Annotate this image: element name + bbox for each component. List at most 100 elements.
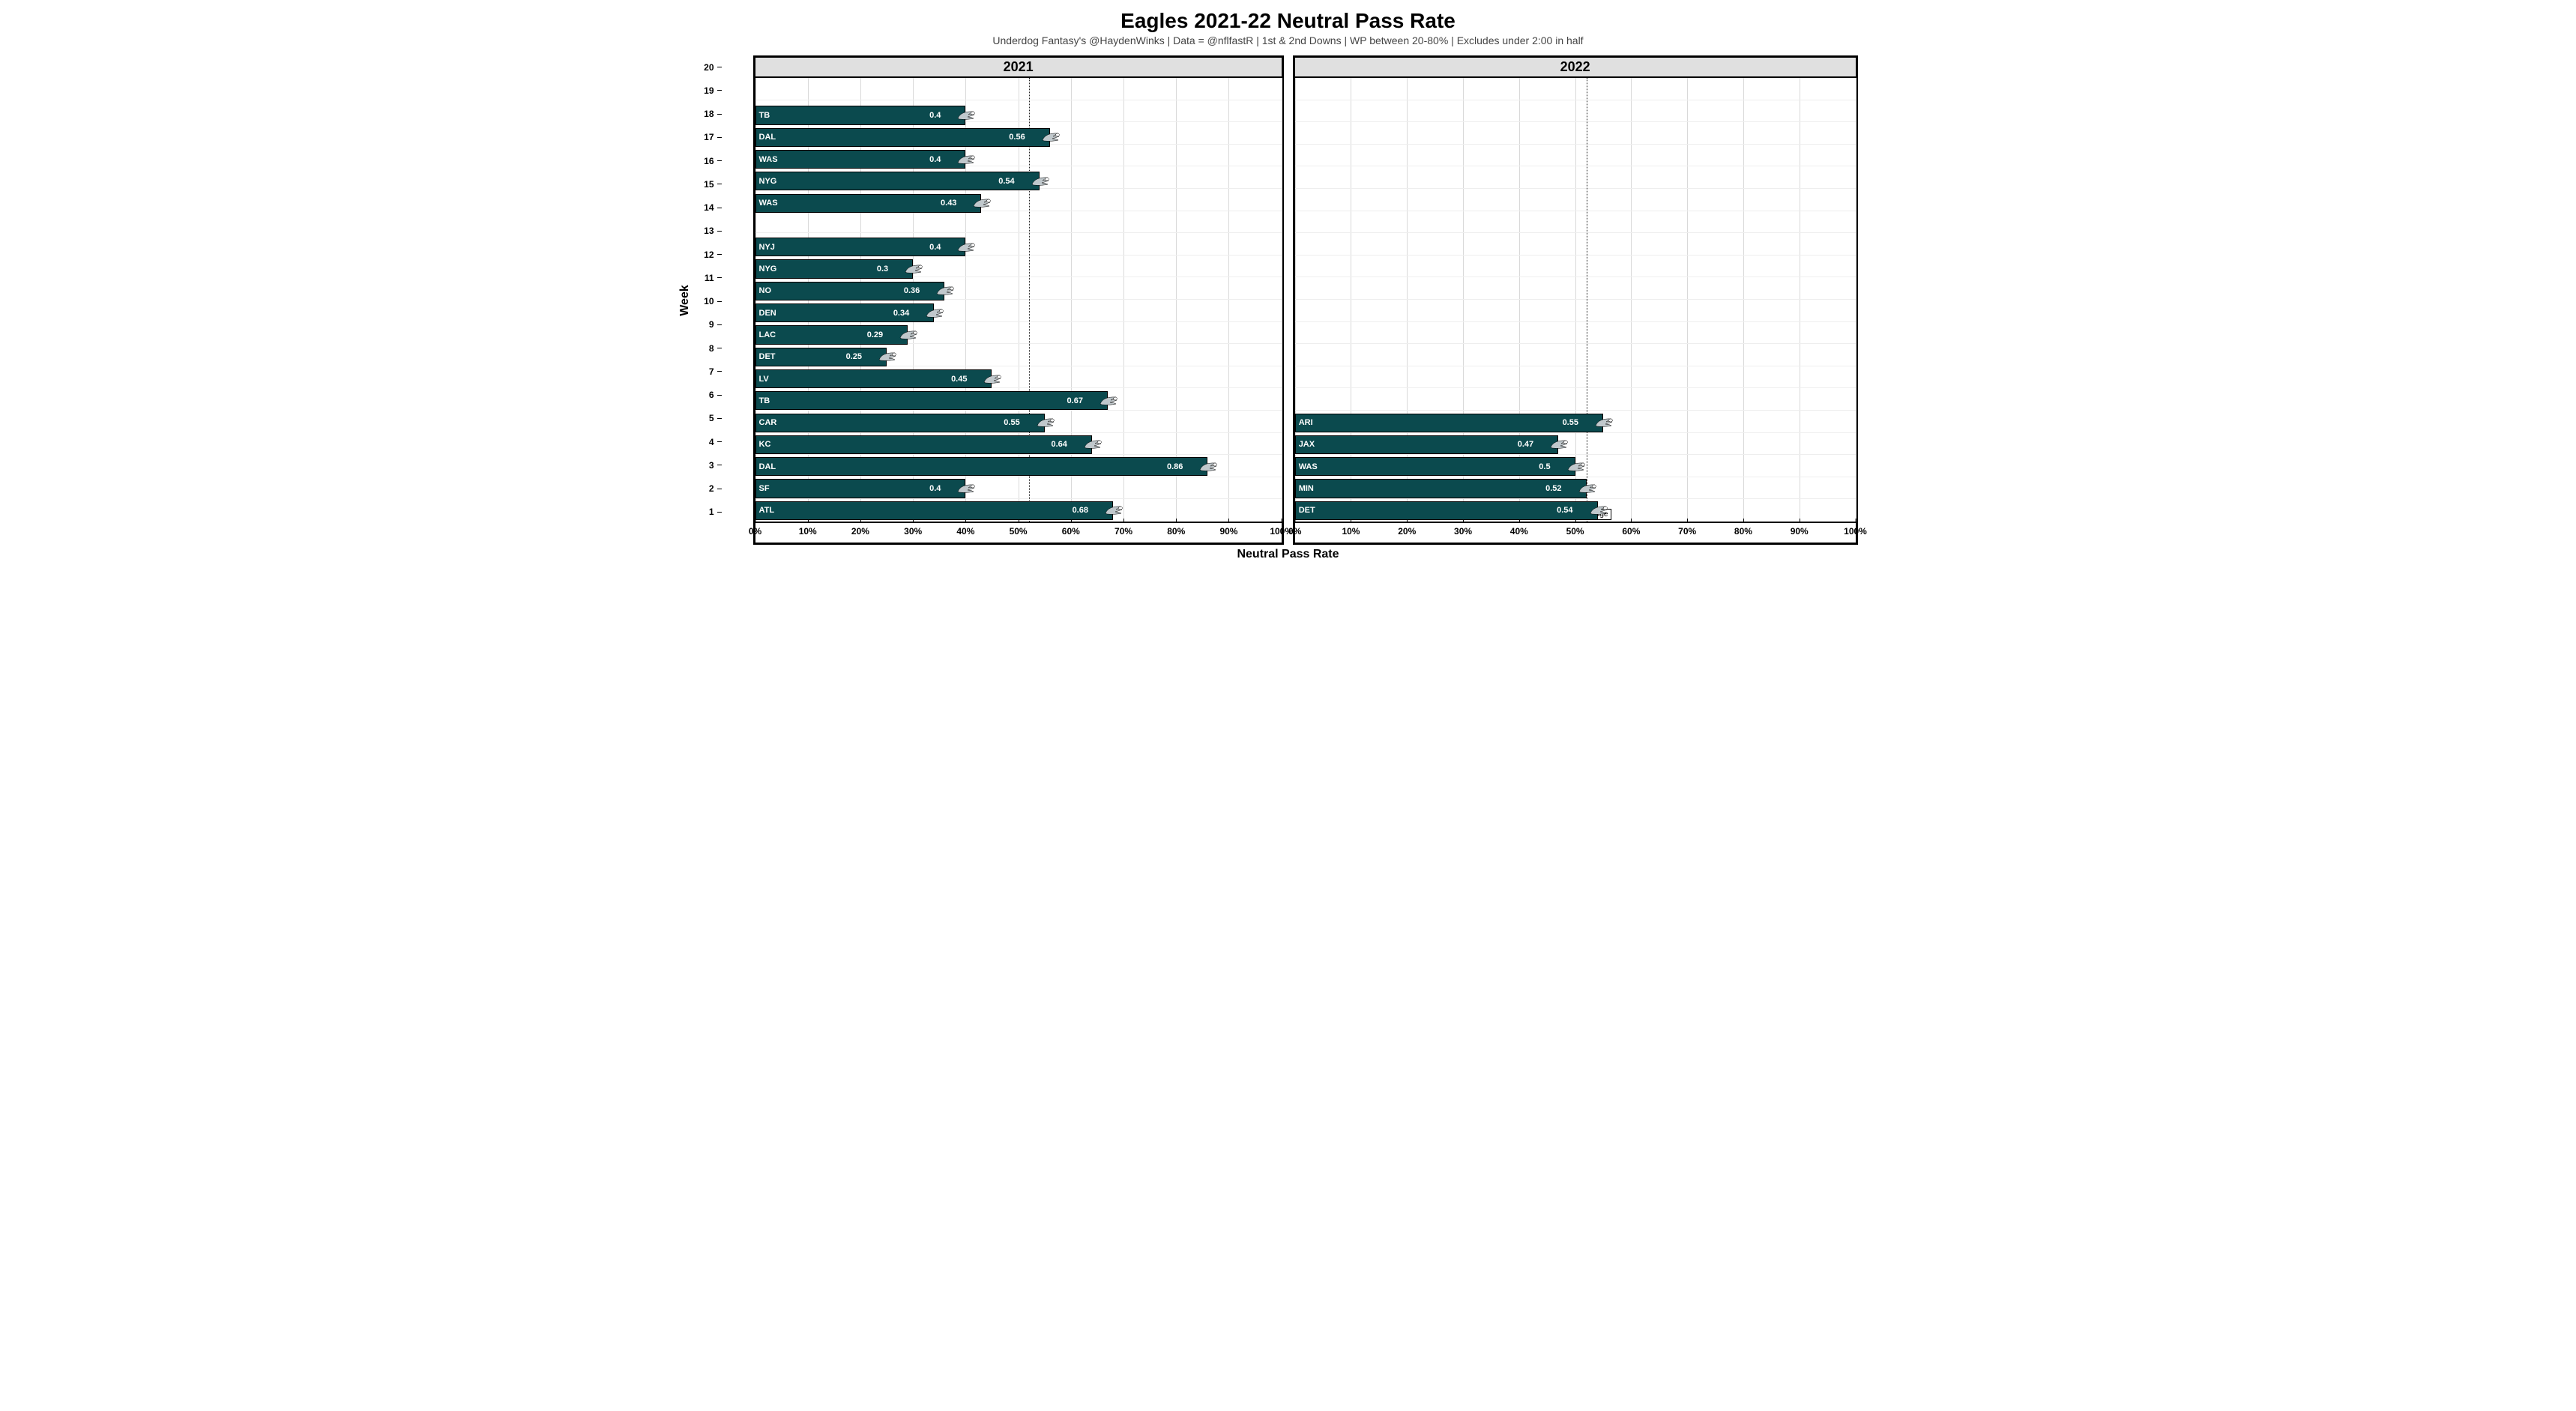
x-tick: 80%: [1734, 523, 1752, 537]
y-tick: 16: [689, 149, 716, 172]
bar-team-label: WAS: [759, 199, 778, 208]
chart-row: WAS0.4: [755, 148, 1282, 170]
bar: LV0.45: [755, 369, 992, 388]
bar-team-label: NYG: [759, 265, 777, 274]
bar-team-label: CAR: [759, 418, 777, 427]
y-tick: 5: [689, 407, 716, 430]
plot-body: NFL AverageDET0.54 MIN0.52 WAS0.5 JAX0.4…: [1295, 78, 1856, 543]
bar-team-label: DAL: [759, 133, 776, 142]
chart-row: DEN 0.34: [755, 302, 1282, 324]
bar-team-label: DEN: [759, 309, 776, 318]
eagles-logo-icon: [983, 372, 1001, 386]
bar-team-label: WAS: [1299, 462, 1318, 471]
chart-row: NYG 0.3: [755, 258, 1282, 280]
bar-team-label: NYJ: [759, 243, 775, 252]
eagles-logo-icon: [1084, 438, 1102, 451]
bar-team-label: DET: [1299, 506, 1315, 515]
bar-value-label: 0.55: [1563, 418, 1578, 427]
x-axis: 0%10%20%30%40%50%60%70%80%90%100%: [1295, 522, 1856, 543]
chart-row: NO 0.36: [755, 280, 1282, 302]
y-tick: 13: [689, 220, 716, 243]
chart-row: [1295, 280, 1856, 302]
x-tick: 0%: [1288, 523, 1301, 537]
bar: DEN 0.34: [755, 303, 935, 322]
eagles-logo-icon: [1595, 416, 1613, 429]
chart-row: [1295, 127, 1856, 148]
bar-value-label: 0.34: [893, 309, 909, 318]
chart-row: [1295, 193, 1856, 214]
plot-area: NFL AverageDET0.54 MIN0.52 WAS0.5 JAX0.4…: [1295, 78, 1856, 522]
bar: TB0.4: [755, 106, 966, 124]
y-tick: 2: [689, 477, 716, 501]
rows: DET0.54 MIN0.52 WAS0.5 JAX0.47 ARI0.55: [1295, 82, 1856, 522]
x-axis: 0%10%20%30%40%50%60%70%80%90%100%: [755, 522, 1282, 543]
eagles-logo-icon: [926, 306, 944, 320]
x-tick: 70%: [1114, 523, 1132, 537]
x-tick: 10%: [799, 523, 817, 537]
chart-row: [1295, 258, 1856, 280]
eagles-logo-icon: [905, 262, 923, 276]
y-tick: 6: [689, 384, 716, 407]
x-tick: 20%: [851, 523, 869, 537]
chart-row: [755, 82, 1282, 104]
bar: KC0.64: [755, 435, 1092, 454]
chart-row: [1295, 368, 1856, 390]
bar-team-label: LV: [759, 375, 769, 384]
y-tick: 14: [689, 196, 716, 220]
bar-value-label: 0.36: [904, 286, 920, 295]
bar-team-label: JAX: [1299, 440, 1315, 449]
chart-row: [1295, 82, 1856, 104]
x-tick: 90%: [1791, 523, 1809, 537]
bar: WAS0.4: [755, 150, 966, 169]
x-tick: 50%: [1010, 523, 1028, 537]
bar-value-label: 0.4: [929, 484, 941, 493]
chart-container: Eagles 2021-22 Neutral Pass Rate Underdo…: [719, 9, 1858, 561]
bar-value-label: 0.3: [877, 265, 888, 274]
chart-row: [1295, 346, 1856, 368]
chart-row: DAL0.86: [755, 456, 1282, 477]
eagles-logo-icon: [899, 328, 917, 342]
chart-row: [1295, 236, 1856, 258]
panel-header: 2022: [1295, 58, 1856, 78]
chart-row: [1295, 302, 1856, 324]
bar: MIN 0.52: [1295, 479, 1587, 498]
chart-row: [1295, 148, 1856, 170]
bar: LAC0.29: [755, 325, 908, 344]
x-tick: 40%: [956, 523, 974, 537]
bar-team-label: TB: [759, 396, 770, 405]
bar-value-label: 0.86: [1167, 462, 1183, 471]
bar-value-label: 0.25: [846, 352, 862, 361]
y-tick: 11: [689, 266, 716, 289]
eagles-logo-icon: [1042, 130, 1060, 144]
eagles-logo-icon: [957, 153, 975, 166]
bar-team-label: NO: [759, 286, 772, 295]
eagles-logo-icon: [878, 350, 896, 363]
bar-value-label: 0.54: [998, 177, 1014, 186]
chart-row: CAR0.55: [755, 412, 1282, 434]
y-tick: 15: [689, 172, 716, 196]
x-tick: 90%: [1219, 523, 1237, 537]
bar-team-label: KC: [759, 440, 771, 449]
chart-row: LAC0.29: [755, 324, 1282, 345]
bar: NYJ0.4: [755, 238, 966, 256]
x-tick: 30%: [1454, 523, 1472, 537]
x-axis-label: Neutral Pass Rate: [719, 548, 1858, 561]
chart-row: JAX0.47: [1295, 434, 1856, 456]
chart-title: Eagles 2021-22 Neutral Pass Rate: [719, 9, 1858, 33]
x-tick: 30%: [904, 523, 922, 537]
bar: DAL0.86: [755, 457, 1208, 476]
chart-row: WAS0.43: [755, 193, 1282, 214]
panel-row: 1234567891011121314151617181920Week2021N…: [719, 55, 1858, 545]
bar-value-label: 0.5: [1539, 462, 1550, 471]
eagles-logo-icon: [957, 482, 975, 495]
chart-row: ARI 0.55: [1295, 412, 1856, 434]
bar-team-label: ARI: [1299, 418, 1313, 427]
y-tick: 10: [689, 290, 716, 313]
eagles-logo-icon: [1590, 504, 1608, 517]
chart-row: MIN 0.52: [1295, 477, 1856, 499]
eagles-logo-icon: [1550, 438, 1568, 451]
bar-value-label: 0.52: [1545, 484, 1561, 493]
bar-team-label: MIN: [1299, 484, 1314, 493]
x-tick: 0%: [749, 523, 761, 537]
chart-row: ATL0.68: [755, 500, 1282, 522]
